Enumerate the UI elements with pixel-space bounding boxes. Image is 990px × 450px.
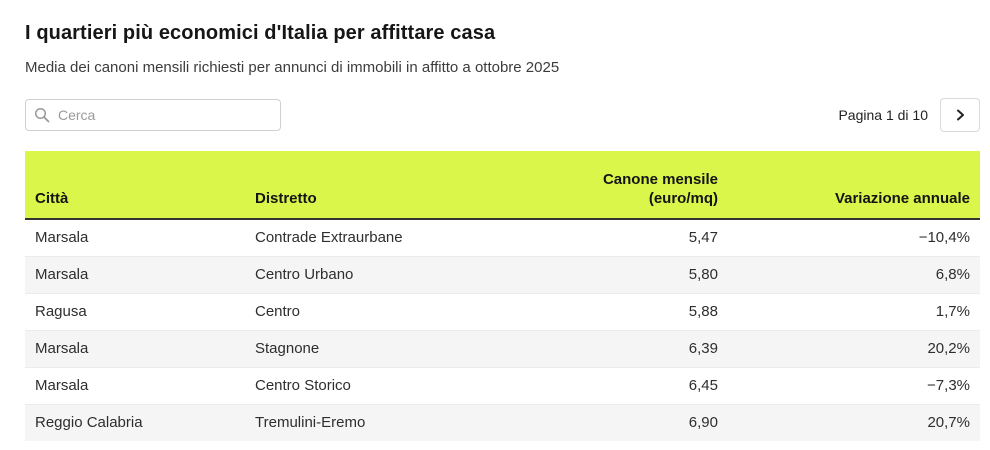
cell-canone-mensile: 6,45 xyxy=(495,367,728,405)
column-header-distretto[interactable]: Distretto xyxy=(245,151,495,220)
pagination-label: Pagina 1 di 10 xyxy=(838,107,928,123)
search-box xyxy=(25,99,281,131)
column-header-canone-mensile[interactable]: Canone mensile (euro/mq) xyxy=(495,151,728,220)
cell-variazione-annuale: 1,7% xyxy=(728,293,980,331)
cell-citta: Marsala xyxy=(25,330,245,368)
cell-distretto: Contrade Extraurbane xyxy=(245,219,495,257)
search-input[interactable] xyxy=(25,99,281,131)
pagination: Pagina 1 di 10 xyxy=(838,98,980,132)
table-row: Marsala Centro Storico 6,45 −7,3% xyxy=(25,367,980,405)
cell-citta: Reggio Calabria xyxy=(25,404,245,441)
table-row: Reggio Calabria Tremulini-Eremo 6,90 20,… xyxy=(25,404,980,441)
column-header-variazione-annuale[interactable]: Variazione annuale xyxy=(728,151,980,220)
table-header: Città Distretto Canone mensile (euro/mq)… xyxy=(25,151,980,220)
cell-variazione-annuale: 20,7% xyxy=(728,404,980,441)
cell-variazione-annuale: 20,2% xyxy=(728,330,980,368)
cell-canone-mensile: 5,47 xyxy=(495,219,728,257)
cell-citta: Marsala xyxy=(25,256,245,294)
cell-citta: Marsala xyxy=(25,219,245,257)
cell-distretto: Stagnone xyxy=(245,330,495,368)
cell-distretto: Centro Urbano xyxy=(245,256,495,294)
table-row: Marsala Stagnone 6,39 20,2% xyxy=(25,330,980,368)
cell-variazione-annuale: −10,4% xyxy=(728,219,980,257)
table-row: Marsala Centro Urbano 5,80 6,8% xyxy=(25,256,980,294)
table-row: Marsala Contrade Extraurbane 5,47 −10,4% xyxy=(25,219,980,257)
cell-distretto: Centro Storico xyxy=(245,367,495,405)
column-header-citta[interactable]: Città xyxy=(25,151,245,220)
cell-canone-mensile: 6,90 xyxy=(495,404,728,441)
cell-variazione-annuale: 6,8% xyxy=(728,256,980,294)
table-widget: I quartieri più economici d'Italia per a… xyxy=(25,0,980,441)
cell-canone-mensile: 5,88 xyxy=(495,293,728,331)
page-title: I quartieri più economici d'Italia per a… xyxy=(25,22,496,44)
cell-variazione-annuale: −7,3% xyxy=(728,367,980,405)
table-row: Ragusa Centro 5,88 1,7% xyxy=(25,293,980,331)
cell-citta: Ragusa xyxy=(25,293,245,331)
table-header-row: Città Distretto Canone mensile (euro/mq)… xyxy=(25,151,980,220)
data-table: Città Distretto Canone mensile (euro/mq)… xyxy=(25,151,980,441)
cell-distretto: Centro xyxy=(245,293,495,331)
page-subtitle: Media dei canoni mensili richiesti per a… xyxy=(25,59,560,76)
table-body: Marsala Contrade Extraurbane 5,47 −10,4%… xyxy=(25,219,980,441)
cell-canone-mensile: 5,80 xyxy=(495,256,728,294)
next-page-button[interactable] xyxy=(940,98,980,132)
chevron-right-icon xyxy=(957,109,964,121)
cell-distretto: Tremulini-Eremo xyxy=(245,404,495,441)
cell-canone-mensile: 6,39 xyxy=(495,330,728,368)
toolbar: Pagina 1 di 10 xyxy=(25,98,980,132)
cell-citta: Marsala xyxy=(25,367,245,405)
